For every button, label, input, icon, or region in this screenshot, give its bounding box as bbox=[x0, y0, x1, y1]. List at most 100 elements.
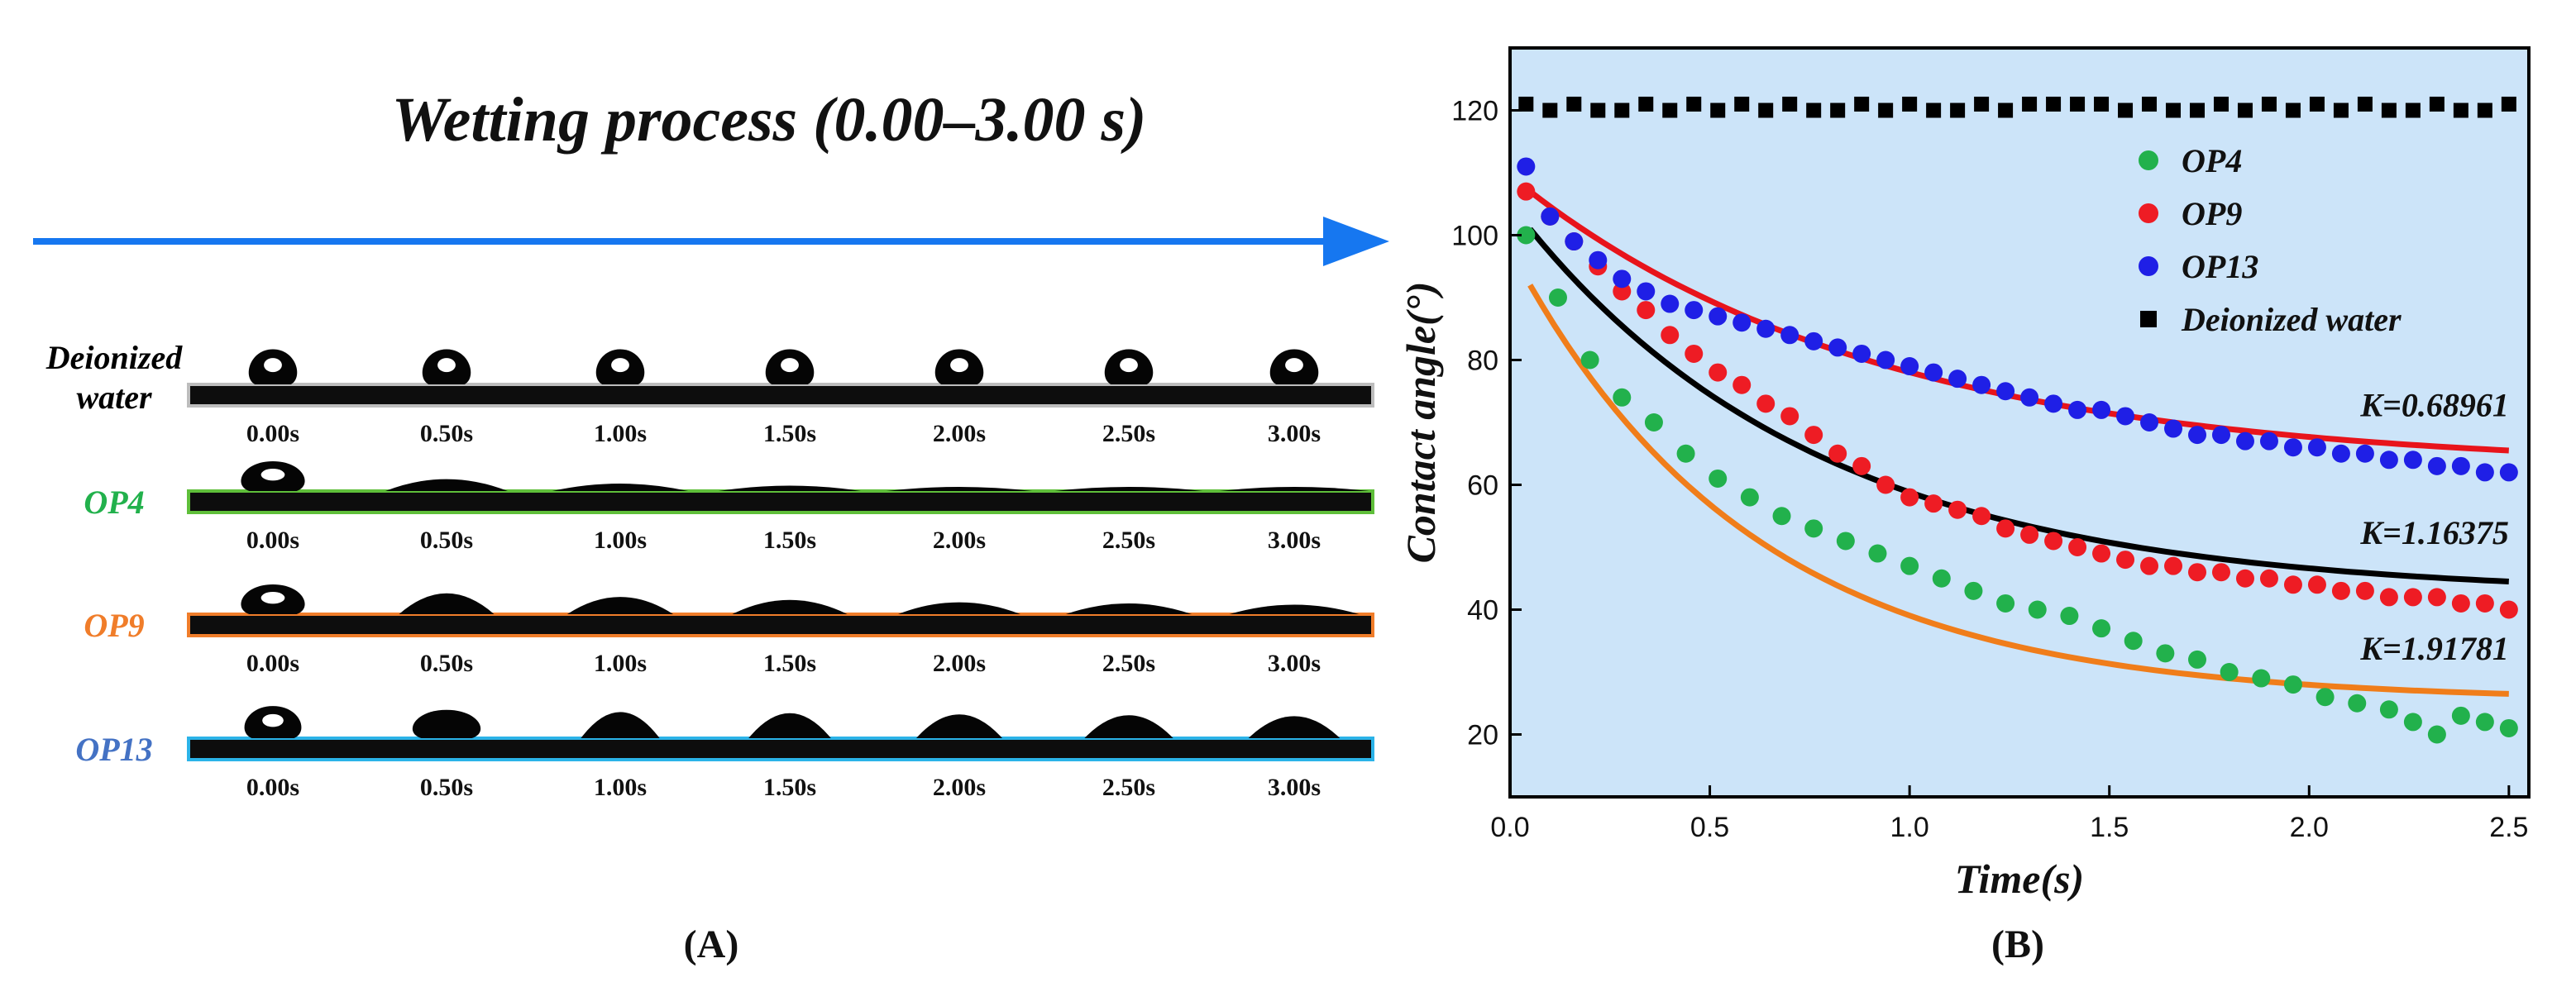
droplet bbox=[566, 597, 674, 614]
droplet-highlight bbox=[1285, 358, 1303, 373]
droplet bbox=[1084, 715, 1173, 738]
data-point bbox=[2355, 581, 2374, 600]
time-label: 2.50s bbox=[1102, 774, 1155, 801]
time-label: 2.00s bbox=[933, 420, 986, 447]
droplet-highlight bbox=[260, 592, 285, 604]
data-point bbox=[2499, 718, 2518, 737]
data-point bbox=[1972, 375, 1991, 394]
data-point bbox=[2118, 103, 2134, 118]
data-point bbox=[2140, 413, 2159, 432]
time-label: 2.00s bbox=[933, 774, 986, 801]
data-point bbox=[2427, 725, 2446, 744]
data-point bbox=[1804, 331, 1823, 350]
data-point bbox=[2427, 456, 2446, 475]
fit-curve bbox=[1527, 226, 2509, 584]
droplet bbox=[581, 712, 660, 738]
x-tick-label: 1.0 bbox=[1890, 812, 1929, 843]
data-point bbox=[2379, 588, 2398, 607]
data-point bbox=[1565, 232, 1584, 251]
data-point bbox=[1644, 413, 1663, 432]
legend-marker bbox=[2140, 311, 2157, 327]
row-label-line: Deionized bbox=[45, 339, 183, 376]
data-point bbox=[2451, 706, 2470, 725]
data-point bbox=[2166, 103, 2182, 118]
data-point bbox=[1685, 344, 1704, 363]
series-deionized-water bbox=[1518, 96, 2516, 118]
data-point bbox=[2164, 556, 2183, 575]
data-point bbox=[1772, 507, 1791, 526]
droplet bbox=[552, 484, 689, 491]
series-op4 bbox=[1517, 226, 2518, 744]
droplet bbox=[898, 602, 1020, 614]
data-point bbox=[2331, 444, 2350, 463]
droplet-highlight bbox=[950, 358, 968, 373]
data-point bbox=[2235, 432, 2254, 451]
row-label: OP13 bbox=[75, 731, 152, 768]
data-point bbox=[1758, 103, 1774, 118]
data-point bbox=[1852, 344, 1871, 363]
data-point bbox=[2285, 103, 2301, 118]
legend-label: OP9 bbox=[2182, 195, 2242, 232]
data-point bbox=[1614, 103, 1630, 118]
data-point bbox=[1613, 282, 1632, 301]
data-point bbox=[1780, 407, 1799, 426]
data-point bbox=[1589, 250, 1608, 269]
time-label: 2.00s bbox=[933, 527, 986, 554]
data-point bbox=[1710, 103, 1726, 118]
data-point bbox=[1804, 519, 1823, 538]
data-point bbox=[1542, 103, 1558, 118]
y-tick-label: 120 bbox=[1451, 96, 1498, 127]
data-point bbox=[1590, 103, 1606, 118]
data-point bbox=[1517, 226, 1536, 245]
droplet-highlight bbox=[264, 358, 282, 373]
data-point bbox=[1518, 96, 1534, 112]
legend-entry: OP4 bbox=[2139, 142, 2242, 179]
droplet-highlight bbox=[262, 713, 284, 727]
data-point bbox=[2427, 588, 2446, 607]
data-point bbox=[2070, 96, 2086, 112]
row-label-line: OP13 bbox=[75, 731, 152, 768]
data-point bbox=[2211, 563, 2230, 582]
x-tick-label: 2.5 bbox=[2489, 812, 2528, 843]
time-label: 1.00s bbox=[594, 774, 647, 801]
data-point bbox=[2259, 432, 2278, 451]
data-points bbox=[1517, 96, 2518, 744]
data-point bbox=[1972, 507, 1991, 526]
data-point bbox=[2220, 663, 2239, 681]
data-point bbox=[1828, 444, 1847, 463]
time-label: 0.00s bbox=[246, 650, 299, 677]
droplet bbox=[385, 479, 508, 491]
droplet bbox=[1054, 487, 1203, 491]
data-point bbox=[1996, 382, 2015, 401]
data-point bbox=[2092, 619, 2111, 638]
time-label: 2.00s bbox=[933, 650, 986, 677]
data-point bbox=[2405, 103, 2421, 118]
data-point bbox=[2060, 607, 2079, 626]
legend-label: OP13 bbox=[2182, 248, 2258, 285]
data-point bbox=[2261, 96, 2277, 112]
data-point bbox=[1964, 581, 1983, 600]
data-point bbox=[1756, 394, 1775, 413]
data-point bbox=[2020, 388, 2039, 407]
data-point bbox=[1637, 301, 1656, 320]
data-point bbox=[2333, 103, 2349, 118]
data-point bbox=[1948, 500, 1967, 519]
data-point bbox=[2429, 96, 2445, 112]
data-point bbox=[1974, 96, 1990, 112]
axes-ticks: 0.0 0.5 1.0 1.5 2.0 2.5 20 40 60 80 100 120 bbox=[1451, 96, 2528, 844]
droplet-row: OP13 0.00s 0.50s 1.00s 1.50s 2.00s 2.50s 3.00s bbox=[75, 706, 1374, 801]
data-point bbox=[2283, 675, 2302, 694]
fit-annotations: K=0.68961 K=1.16375 K=1.91781 bbox=[2359, 386, 2508, 666]
data-point bbox=[2156, 644, 2175, 663]
substrate-strip bbox=[187, 737, 1374, 761]
data-point bbox=[2477, 103, 2492, 118]
row-label-line: OP9 bbox=[84, 607, 144, 644]
data-point bbox=[2451, 456, 2470, 475]
time-label: 1.50s bbox=[763, 650, 816, 677]
data-point bbox=[1676, 444, 1695, 463]
data-point bbox=[1876, 475, 1895, 494]
data-point bbox=[2309, 96, 2325, 112]
data-point bbox=[1878, 103, 1894, 118]
data-point bbox=[1637, 282, 1656, 301]
data-point bbox=[1756, 319, 1775, 338]
